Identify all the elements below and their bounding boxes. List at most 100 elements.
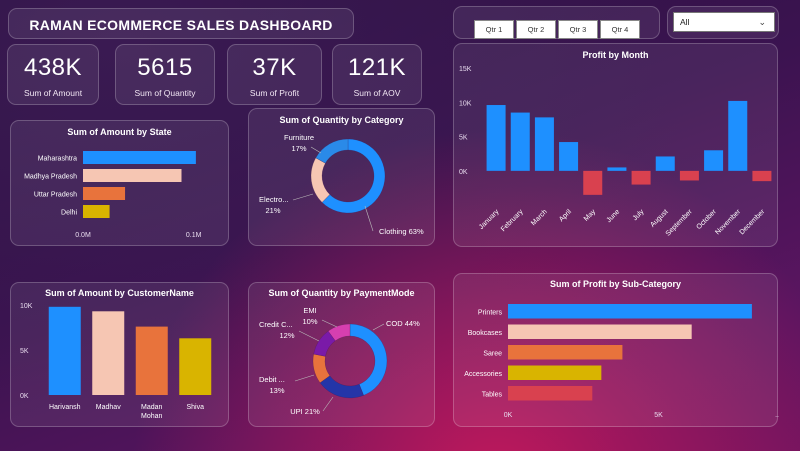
kpi-card-profit: 37K Sum of Profit	[227, 44, 322, 105]
quarter-button-1[interactable]: Qtr 1	[474, 20, 514, 39]
donut-slice	[319, 375, 364, 399]
bar	[728, 100, 748, 171]
x-tick-label: Harivansh	[49, 404, 81, 411]
x-tick-label: Mohan	[141, 413, 163, 420]
category-label: Madhya Pradesh	[24, 174, 77, 181]
kpi-card-amount: 438K Sum of Amount	[7, 44, 99, 105]
bar	[508, 365, 602, 380]
title-panel: RAMAN ECOMMERCE SALES DASHBOARD	[8, 8, 354, 39]
x-tick-label: April	[558, 208, 573, 223]
chevron-down-icon: ⌄	[758, 17, 766, 27]
bar	[508, 324, 692, 339]
leader-line	[364, 205, 374, 232]
panel-amount-by-state: Sum of Amount by State Maharashtra Madhya…	[10, 120, 229, 246]
bar	[83, 169, 182, 182]
leader-line	[321, 319, 338, 328]
slice-label: COD 44%	[386, 319, 420, 328]
chart-amount-by-customer: 0K 5K 10K Harivansh Madhav Madan Mohan Shiva	[20, 303, 212, 420]
donut-slice	[315, 138, 349, 164]
x-tick-label: 0.1M	[186, 232, 202, 239]
bar	[48, 306, 81, 395]
x-tick-label: August	[649, 208, 669, 228]
category-label: Printers	[478, 309, 503, 316]
x-tick-label: December	[739, 208, 767, 236]
x-tick-label: 0.0M	[75, 232, 91, 239]
more-label: ...	[775, 412, 779, 419]
x-tick-label: Shiva	[186, 404, 204, 411]
slice-label: Furniture	[284, 133, 314, 142]
category-label: Delhi	[61, 210, 77, 217]
chart-quantity-by-category: Clothing 63% Electro... 21% Furniture 17%	[259, 133, 424, 236]
category-label: Bookcases	[468, 330, 503, 337]
bar	[486, 105, 506, 171]
kpi-label: Sum of Amount	[23, 88, 83, 98]
x-tick-label: 0K	[504, 412, 513, 419]
category-label: Saree	[483, 350, 502, 357]
quarter-slicer: Qtr 1 Qtr 2 Qtr 3 Qtr 4	[453, 6, 660, 39]
chart-title: Sum of Profit by Sub-Category	[549, 279, 681, 289]
y-tick-label: 10K	[459, 100, 472, 107]
bar	[607, 167, 627, 171]
chart-profit-by-month: 0K 5K 10K 15K January February March April May Ju…	[459, 66, 772, 238]
x-tick-label: Madan	[141, 404, 163, 411]
bar	[655, 156, 675, 171]
chart-profit-by-subcategory: Printers Bookcases Saree Accessories Tables 0…	[464, 304, 779, 419]
leader-line	[372, 323, 385, 331]
y-tick-label: 5K	[20, 348, 29, 355]
x-tick-label: January	[478, 208, 501, 231]
panel-quantity-by-paymentmode: Sum of Quantity by PaymentMode COD 44% UP…	[248, 282, 435, 427]
chart-quantity-by-paymentmode: COD 44% UPI 21% Debit ... 13% Credit C... 12%…	[259, 306, 420, 416]
slice-label: Clothing 63%	[379, 227, 424, 236]
slice-pct-label: 10%	[302, 317, 317, 326]
bar	[752, 170, 772, 182]
y-tick-label: 15K	[459, 66, 472, 73]
chart-title: Sum of Quantity by PaymentMode	[268, 288, 415, 298]
x-tick-label: October	[695, 208, 718, 231]
y-tick-label: 5K	[459, 135, 468, 142]
slice-label: Electro...	[259, 195, 289, 204]
kpi-value: 5615	[137, 54, 193, 81]
donut-slice	[327, 323, 351, 342]
x-tick-label: May	[583, 208, 598, 223]
dropdown-select[interactable]: All ⌄	[673, 12, 775, 32]
bar	[83, 151, 196, 164]
y-tick-label: 0K	[459, 169, 468, 176]
quarter-button-4[interactable]: Qtr 4	[600, 20, 640, 39]
slice-label: UPI 21%	[290, 407, 320, 416]
donut-slice	[312, 353, 331, 384]
quarter-button-3[interactable]: Qtr 3	[558, 20, 598, 39]
x-tick-label: March	[530, 208, 549, 227]
page-title: RAMAN ECOMMERCE SALES DASHBOARD	[29, 17, 333, 33]
slice-pct-label: 13%	[269, 386, 284, 395]
x-tick-label: 5K	[654, 412, 663, 419]
chart-title: Profit by Month	[582, 50, 649, 60]
bar	[631, 170, 651, 185]
x-tick-label: July	[632, 208, 646, 222]
panel-profit-by-subcategory: Sum of Profit by Sub-Category Printers Bo…	[453, 273, 779, 427]
bar	[704, 150, 724, 171]
kpi-label: Sum of Profit	[249, 88, 300, 98]
bar	[534, 117, 554, 171]
category-label: Tables	[482, 391, 503, 398]
donut-slice	[349, 323, 388, 396]
kpi-value: 37K	[252, 54, 297, 81]
bar	[179, 338, 212, 395]
bar	[508, 386, 593, 401]
quarter-button-2[interactable]: Qtr 2	[516, 20, 556, 39]
leader-line	[294, 374, 315, 382]
bar	[679, 170, 699, 181]
kpi-card-aov: 121K Sum of AOV	[332, 44, 422, 105]
slice-label: EMI	[303, 306, 316, 315]
chart-title: Sum of Amount by CustomerName	[45, 288, 194, 298]
bar	[83, 187, 126, 200]
bar	[508, 304, 752, 319]
x-tick-label: February	[500, 208, 525, 233]
slice-pct-label: 21%	[265, 206, 280, 215]
kpi-label: Sum of Quantity	[134, 88, 196, 98]
category-label: Accessories	[464, 371, 502, 378]
y-tick-label: 0K	[20, 393, 29, 400]
panel-amount-by-customer: Sum of Amount by CustomerName 0K 5K 10K Har…	[10, 282, 229, 427]
category-label: Maharashtra	[38, 156, 77, 163]
bar	[83, 205, 110, 218]
bar	[508, 345, 623, 360]
